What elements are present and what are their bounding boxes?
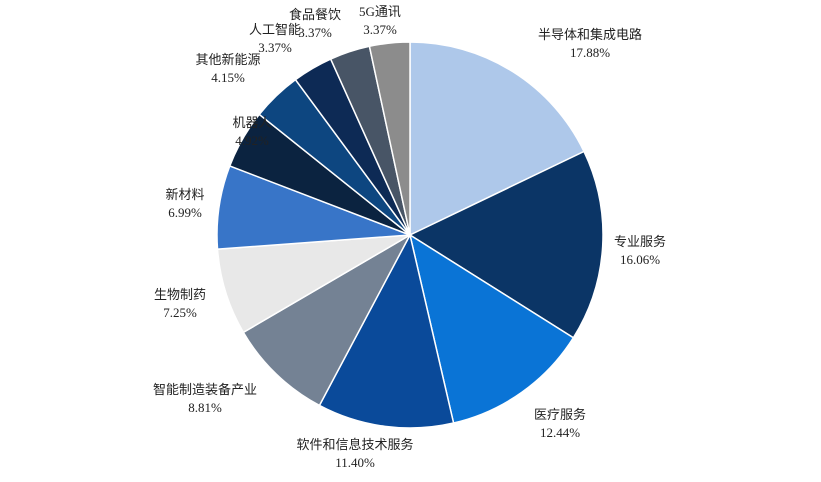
- slice-value-label: 4.15%: [211, 70, 245, 85]
- slice-label: 机器人: [232, 115, 271, 130]
- slice-value-label: 8.81%: [188, 400, 222, 415]
- pie-slice: [408, 233, 575, 424]
- slice-label: 医疗服务: [534, 407, 586, 422]
- slice-value-label: 6.99%: [168, 205, 202, 220]
- slice-label: 其他新能源: [195, 52, 260, 67]
- slice-value-label: 7.25%: [163, 305, 197, 320]
- slice-label: 半导体和集成电路: [538, 27, 642, 42]
- slice-value-label: 11.40%: [335, 455, 375, 470]
- pie-slice: [242, 233, 412, 407]
- slice-value-label: 12.44%: [540, 425, 580, 440]
- slice-value-label: 3.37%: [298, 25, 332, 40]
- slice-value-label: 4.92%: [235, 133, 269, 148]
- slice-label: 食品餐饮: [289, 7, 341, 22]
- slice-value-label: 16.06%: [620, 252, 660, 267]
- pie-slice: [368, 41, 411, 236]
- slice-label: 生物制药: [154, 287, 206, 302]
- slice-value-label: 17.88%: [570, 45, 610, 60]
- slice-label: 智能制造装备产业: [153, 382, 257, 397]
- slice-value-label: 3.37%: [258, 40, 292, 55]
- slice-label: 人工智能: [249, 22, 301, 37]
- pie-slice: [318, 232, 455, 429]
- slice-label: 软件和信息技术服务: [296, 437, 413, 452]
- slice-label: 新材料: [165, 187, 204, 202]
- slice-value-label: 3.37%: [363, 22, 397, 37]
- slice-label: 专业服务: [614, 234, 666, 249]
- slice-label: 5G通讯: [359, 4, 401, 19]
- pie-slice: [408, 150, 604, 339]
- pie-slice: [409, 41, 585, 237]
